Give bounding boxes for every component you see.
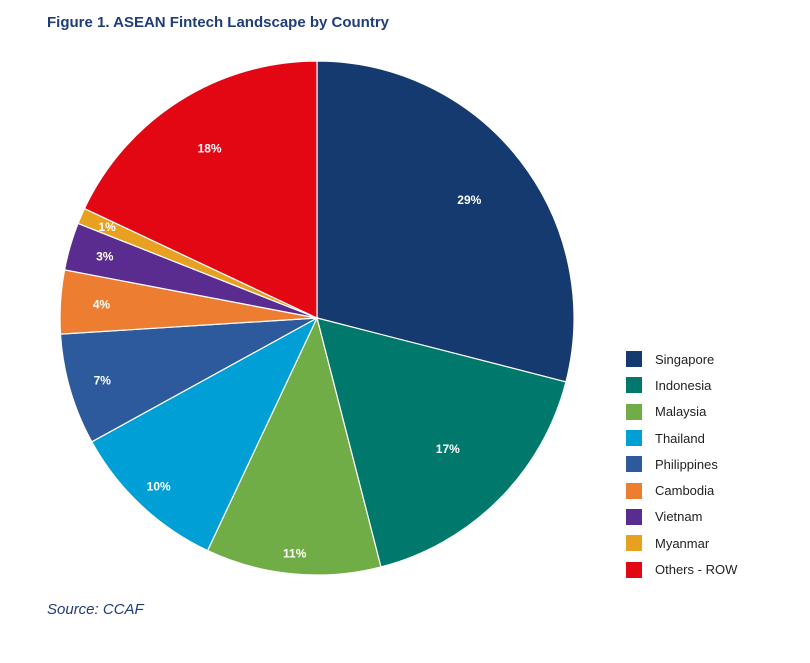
legend-item-vietnam: Vietnam [626, 504, 737, 530]
pie-slices [59, 60, 575, 576]
pie-slice-thailand [90, 316, 319, 552]
pie-labels: 29% 17% 11% 10% 7% 4% 3% 1% 18% [93, 142, 482, 561]
legend-label: Thailand [655, 430, 705, 446]
legend-swatch [626, 482, 642, 499]
pie-slice-others-row [83, 60, 318, 319]
pie-label-malaysia: 11% [283, 546, 307, 560]
legend-swatch [626, 561, 642, 578]
legend-item-thailand: Thailand [626, 425, 737, 451]
legend-swatch [626, 377, 642, 394]
legend-swatch [626, 403, 642, 420]
legend-label: Others - ROW [655, 562, 738, 578]
legend-label: Malaysia [655, 404, 707, 420]
legend-item-malaysia: Malaysia [626, 399, 737, 425]
pie-slice-philippines [59, 317, 318, 443]
pie-label-cambodia: 4% [93, 297, 111, 311]
chart-title: Figure 1. ASEAN Fintech Landscape by Cou… [47, 14, 389, 31]
legend-label: Philippines [655, 456, 718, 472]
legend-swatch [626, 430, 642, 447]
legend-swatch [626, 456, 642, 473]
legend-item-singapore: Singapore [626, 346, 737, 372]
legend-item-others-row: Others - ROW [626, 556, 737, 582]
pie-label-myanmar: 1% [98, 220, 116, 234]
legend-item-cambodia: Cambodia [626, 477, 737, 503]
legend-label: Cambodia [655, 483, 715, 499]
legend-label: Vietnam [655, 509, 703, 525]
pie-label-vietnam: 3% [96, 249, 114, 263]
legend-label: Myanmar [655, 535, 710, 551]
source-note: Source: CCAF [47, 601, 144, 618]
legend-item-philippines: Philippines [626, 451, 737, 477]
pie-slice-malaysia [206, 316, 382, 576]
pie-label-singapore: 29% [457, 193, 481, 207]
legend-item-indonesia: Indonesia [626, 372, 737, 398]
legend-swatch [626, 535, 642, 552]
chart-legend: Singapore Indonesia Malaysia Thailand Philip… [626, 346, 737, 583]
pie-label-thailand: 10% [147, 480, 171, 494]
legend-label: Indonesia [655, 377, 712, 393]
legend-label: Singapore [655, 351, 715, 367]
legend-swatch [626, 508, 642, 525]
legend-swatch [626, 351, 642, 368]
pie-slice-indonesia [316, 317, 567, 568]
legend-item-myanmar: Myanmar [626, 530, 737, 556]
pie-label-others-row: 18% [198, 142, 222, 156]
pie-label-indonesia: 17% [436, 442, 460, 456]
pie-slice-singapore [316, 60, 575, 383]
pie-label-philippines: 7% [94, 373, 112, 387]
